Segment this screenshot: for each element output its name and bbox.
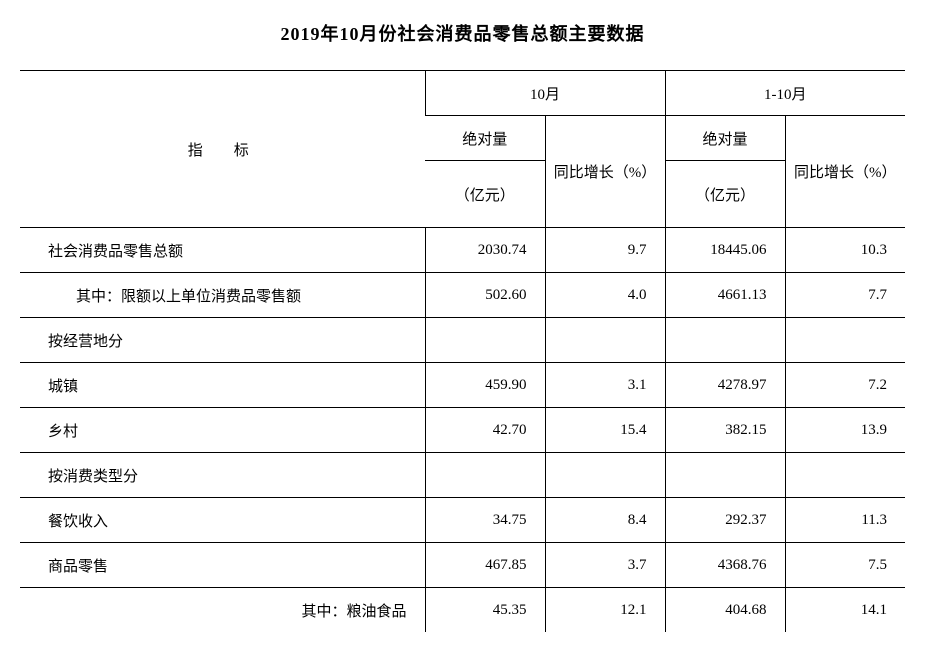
col-group-ytd: 1-10月 <box>665 71 905 116</box>
col-indicator: 指 标 <box>20 71 425 228</box>
cell-value: 467.85 <box>425 543 545 588</box>
cell-value: 4.0 <box>545 273 665 318</box>
cell-value: 4661.13 <box>665 273 785 318</box>
row-label: 其中：限额以上单位消费品零售额 <box>20 273 425 318</box>
col-yoy-oct: 同比增长（%） <box>545 116 665 228</box>
row-label: 商品零售 <box>20 543 425 588</box>
cell-value <box>425 318 545 363</box>
cell-value: 34.75 <box>425 498 545 543</box>
row-label: 按经营地分 <box>20 318 425 363</box>
row-label: 餐饮收入 <box>20 498 425 543</box>
cell-value: 42.70 <box>425 408 545 453</box>
cell-value <box>785 453 905 498</box>
col-unit-oct: （亿元） <box>425 161 545 228</box>
header-row-1: 指 标 10月 1-10月 <box>20 71 905 116</box>
row-label: 其中：粮油食品 <box>20 588 425 633</box>
cell-value: 7.7 <box>785 273 905 318</box>
cell-value: 9.7 <box>545 228 665 273</box>
cell-value: 459.90 <box>425 363 545 408</box>
table-row: 城镇459.903.14278.977.2 <box>20 363 905 408</box>
cell-value <box>545 318 665 363</box>
cell-value: 11.3 <box>785 498 905 543</box>
table-row: 按消费类型分 <box>20 453 905 498</box>
row-label: 社会消费品零售总额 <box>20 228 425 273</box>
table-row: 商品零售467.853.74368.767.5 <box>20 543 905 588</box>
cell-value: 15.4 <box>545 408 665 453</box>
table-row: 餐饮收入34.758.4292.3711.3 <box>20 498 905 543</box>
cell-value: 13.9 <box>785 408 905 453</box>
cell-value: 382.15 <box>665 408 785 453</box>
cell-value <box>665 453 785 498</box>
col-group-oct: 10月 <box>425 71 665 116</box>
row-label: 乡村 <box>20 408 425 453</box>
document-root: 2019年10月份社会消费品零售总额主要数据 指 标 10月 1-10月 绝对量… <box>20 20 905 632</box>
cell-value: 12.1 <box>545 588 665 633</box>
col-yoy-ytd: 同比增长（%） <box>785 116 905 228</box>
cell-value: 4368.76 <box>665 543 785 588</box>
col-abs-ytd: 绝对量 <box>665 116 785 161</box>
cell-value: 4278.97 <box>665 363 785 408</box>
cell-value: 3.1 <box>545 363 665 408</box>
cell-value <box>785 318 905 363</box>
cell-value: 502.60 <box>425 273 545 318</box>
cell-value: 292.37 <box>665 498 785 543</box>
table-row: 其中：粮油食品45.3512.1404.6814.1 <box>20 588 905 633</box>
cell-value: 7.5 <box>785 543 905 588</box>
cell-value: 8.4 <box>545 498 665 543</box>
data-table: 指 标 10月 1-10月 绝对量 同比增长（%） 绝对量 同比增长（%） （亿… <box>20 70 905 632</box>
cell-value: 14.1 <box>785 588 905 633</box>
cell-value: 7.2 <box>785 363 905 408</box>
table-body: 社会消费品零售总额2030.749.718445.0610.3其中：限额以上单位… <box>20 228 905 633</box>
table-row: 其中：限额以上单位消费品零售额502.604.04661.137.7 <box>20 273 905 318</box>
table-row: 社会消费品零售总额2030.749.718445.0610.3 <box>20 228 905 273</box>
cell-value: 3.7 <box>545 543 665 588</box>
col-unit-ytd: （亿元） <box>665 161 785 228</box>
cell-value: 10.3 <box>785 228 905 273</box>
row-label: 城镇 <box>20 363 425 408</box>
cell-value: 404.68 <box>665 588 785 633</box>
page-title: 2019年10月份社会消费品零售总额主要数据 <box>20 20 905 46</box>
cell-value <box>545 453 665 498</box>
cell-value: 18445.06 <box>665 228 785 273</box>
col-abs-oct: 绝对量 <box>425 116 545 161</box>
cell-value: 2030.74 <box>425 228 545 273</box>
table-row: 乡村42.7015.4382.1513.9 <box>20 408 905 453</box>
row-label: 按消费类型分 <box>20 453 425 498</box>
cell-value <box>665 318 785 363</box>
cell-value: 45.35 <box>425 588 545 633</box>
table-row: 按经营地分 <box>20 318 905 363</box>
cell-value <box>425 453 545 498</box>
